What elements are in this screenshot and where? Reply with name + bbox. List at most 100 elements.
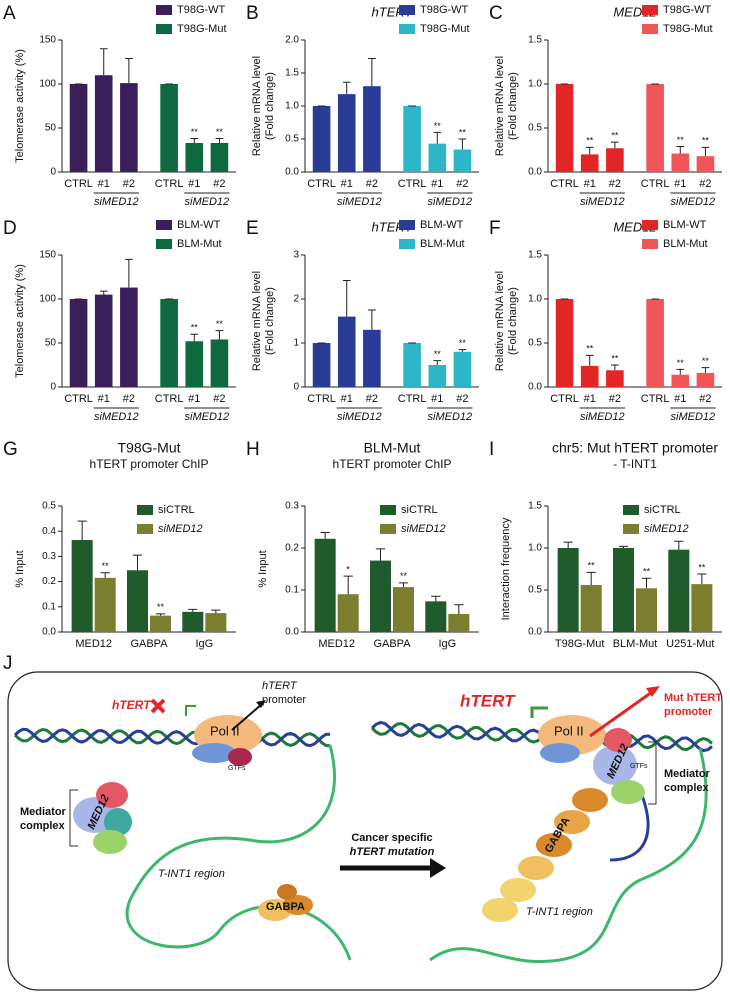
arrow-head xyxy=(430,858,446,878)
chart-title: BLM-Mut xyxy=(364,440,421,456)
bar xyxy=(646,84,664,172)
error-bar xyxy=(676,145,685,154)
gabpa-blob xyxy=(572,788,608,812)
y-tick-label: 150 xyxy=(39,250,56,261)
legend-swatch xyxy=(156,220,172,230)
x-tick-label: #2 xyxy=(699,393,711,405)
error-bar xyxy=(585,354,594,366)
legend-swatch xyxy=(380,524,396,534)
error-bar xyxy=(215,330,224,340)
significance: ** xyxy=(191,323,199,333)
panel-label: H xyxy=(246,439,260,460)
bar xyxy=(448,613,470,632)
arrow-label: Cancer specific xyxy=(351,832,432,844)
x-tick-label: CTRL xyxy=(398,178,427,190)
legend-swatch xyxy=(623,505,639,515)
legend-swatch xyxy=(137,505,153,515)
gtf-blob xyxy=(192,743,236,763)
y-tick-label: 0.3 xyxy=(42,551,56,562)
gtf-blob xyxy=(228,748,252,766)
y-axis-label: % Input xyxy=(14,550,26,587)
bar xyxy=(691,584,713,632)
dna-strand xyxy=(13,727,331,748)
x-tick-label: CTRL xyxy=(398,393,427,405)
bar xyxy=(210,339,229,387)
error-bar xyxy=(454,604,464,614)
error-bar xyxy=(188,608,198,612)
panel-label: A xyxy=(3,3,16,24)
group-label: siMED12 xyxy=(185,196,230,208)
error-bar xyxy=(618,545,629,548)
x-tick-label: CTRL xyxy=(64,178,93,190)
y-tick-label: 1.5 xyxy=(528,35,542,46)
x-tick-label: #1 xyxy=(188,178,200,190)
x-tick-label: #1 xyxy=(584,393,596,405)
x-tick-label: #1 xyxy=(98,393,110,405)
legend-label: BLM-Mut xyxy=(420,238,465,250)
y-tick-label: 0.5 xyxy=(285,134,299,145)
bar xyxy=(557,548,579,632)
significance: ** xyxy=(702,136,710,146)
gabpa-blob xyxy=(500,878,536,902)
group-label: siMED12 xyxy=(94,196,139,208)
significance: ** xyxy=(698,562,706,572)
error-bar xyxy=(431,595,441,602)
pol-label: Pol II xyxy=(210,723,240,738)
significance: ** xyxy=(459,127,467,137)
panel-label: C xyxy=(489,3,503,24)
y-tick-label: 0.0 xyxy=(528,382,542,393)
error-bar xyxy=(676,368,685,375)
bar xyxy=(403,343,421,387)
mediator-label: complex xyxy=(664,782,710,794)
gabpa-blob xyxy=(283,895,313,915)
y-tick-label: 0 xyxy=(50,382,56,393)
error-bar xyxy=(611,141,619,149)
significance: ** xyxy=(191,127,199,137)
bar xyxy=(312,343,331,387)
y-tick-label: 0.2 xyxy=(42,576,56,587)
x-mark xyxy=(150,698,166,714)
error-bar xyxy=(100,572,110,578)
x-tick-label: #1 xyxy=(431,393,443,405)
bar xyxy=(606,370,624,387)
x-tick-label: #2 xyxy=(699,178,711,190)
bar xyxy=(185,341,204,387)
bar xyxy=(580,154,599,172)
promoter-arrow xyxy=(231,703,263,731)
error-bar xyxy=(458,138,467,150)
bar xyxy=(150,615,172,632)
bar xyxy=(160,299,178,387)
y-tick-label: 1.5 xyxy=(528,501,542,512)
pol-label: Pol II xyxy=(554,723,584,738)
x-tick-label: IgG xyxy=(438,638,456,650)
y-tick-label: 0.5 xyxy=(528,338,542,349)
y-tick-label: 0.5 xyxy=(42,501,56,512)
error-bar xyxy=(211,609,221,614)
y-tick-label: 150 xyxy=(39,35,56,46)
significance: ** xyxy=(102,561,110,571)
significance: ** xyxy=(216,319,224,329)
legend-swatch xyxy=(399,239,415,249)
y-tick-label: 0.0 xyxy=(528,167,542,178)
gene-label: hTERT xyxy=(460,691,516,710)
mediator-blob xyxy=(96,782,128,808)
panel-label: F xyxy=(489,218,501,239)
x-tick-label: #2 xyxy=(123,393,135,405)
significance: ** xyxy=(588,561,596,571)
y-tick-label: 1.0 xyxy=(528,294,542,305)
dna-strand xyxy=(13,727,331,748)
error-bar xyxy=(368,57,376,87)
x-tick-label: U251-Mut xyxy=(666,638,714,650)
y-tick-label: 0.4 xyxy=(42,526,56,537)
med12-blob xyxy=(593,745,637,785)
x-tick-label: #2 xyxy=(213,178,225,190)
x-tick-label: CTRL xyxy=(155,393,184,405)
significance: ** xyxy=(400,571,408,581)
legend-label: T98G-Mut xyxy=(177,23,227,35)
bar xyxy=(312,106,331,172)
y-tick-label: 0.5 xyxy=(528,585,542,596)
x-tick-label: #2 xyxy=(213,393,225,405)
group-label: siMED12 xyxy=(337,196,382,208)
x-tick-label: #1 xyxy=(341,178,353,190)
